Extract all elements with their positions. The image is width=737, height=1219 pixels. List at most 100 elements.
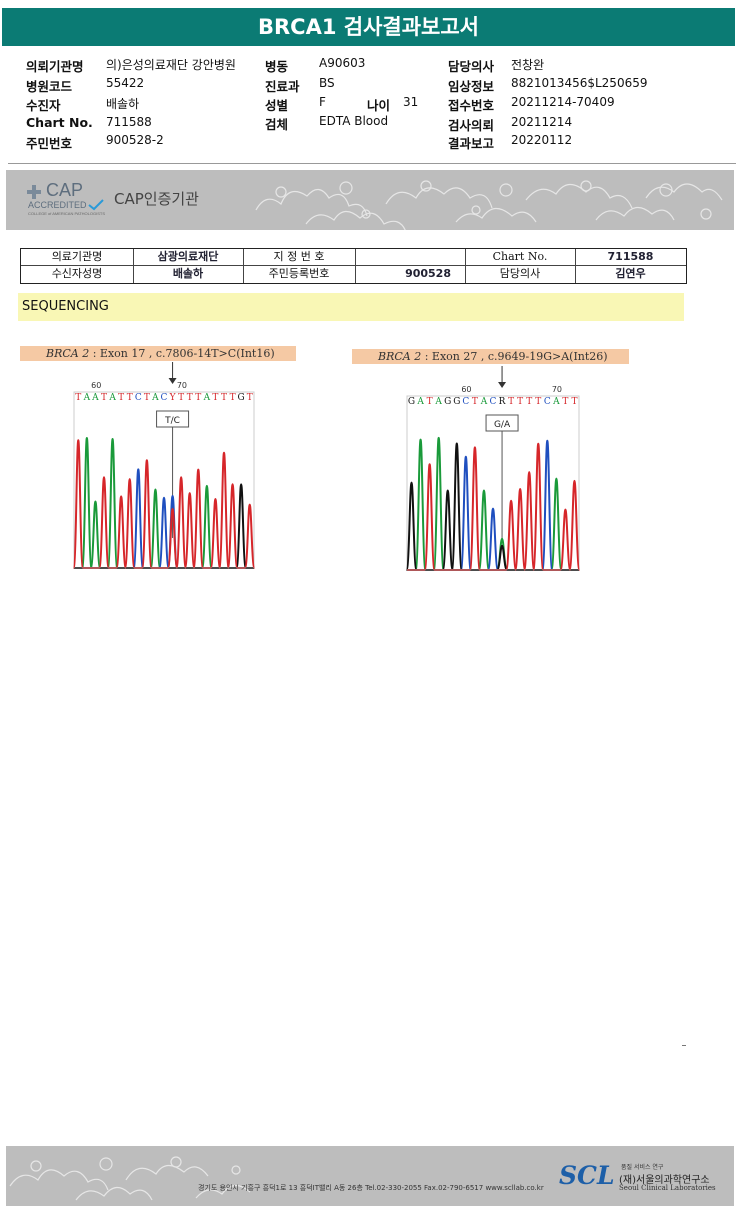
table-divider — [575, 249, 576, 283]
header-label: 결과보고 — [448, 136, 495, 151]
cap-logo-text: CAP — [46, 180, 84, 200]
header-value: 8821013456$L250659 — [511, 76, 648, 90]
header-value: 55422 — [106, 76, 145, 90]
page-mark — [682, 1045, 686, 1046]
header-label: 접수번호 — [448, 98, 495, 113]
header-value: 20220112 — [511, 133, 573, 147]
table-cell: 담당의사 — [499, 267, 541, 280]
table-cell: 주민등록번호 — [268, 267, 330, 280]
base-call: C — [462, 397, 469, 407]
table-divider — [133, 249, 134, 283]
base-call: T — [212, 393, 218, 403]
mutation-label: BRCA 2 : Exon 27 , c.9649-19G>A(Int26) — [352, 349, 629, 364]
base-call: T — [221, 393, 227, 403]
table-cell: 711588 — [607, 250, 654, 263]
header-label: Chart No. — [26, 115, 93, 130]
base-call: T — [472, 397, 478, 407]
check-icon — [88, 199, 104, 211]
base-call: T — [517, 397, 523, 407]
base-call: A — [552, 397, 560, 407]
table-cell: 지 정 번 호 — [273, 250, 325, 263]
base-call: A — [83, 393, 91, 403]
position-label: 70 — [177, 381, 187, 390]
base-call: T — [101, 393, 107, 403]
header-value: 의)은성의료재단 강안병원 — [106, 58, 236, 72]
header-value: 711588 — [106, 115, 152, 129]
scl-logo: SCL — [559, 1161, 615, 1190]
header-label: 병원코드 — [26, 79, 73, 94]
header-label: 의뢰기관명 — [26, 59, 84, 74]
base-call: G — [408, 397, 415, 407]
footer-slogan: 품질 서비스 연구 — [621, 1164, 664, 1171]
base-call: T — [144, 393, 150, 403]
base-call: T — [427, 397, 433, 407]
cap-certified-text: CAP인증기관 — [114, 190, 199, 208]
header-label: 임상정보 — [448, 79, 495, 94]
header-label: 검체 — [265, 117, 289, 132]
base-call: A — [203, 393, 211, 403]
table-cell: 배솔하 — [172, 267, 204, 280]
header-label: 병동 — [265, 59, 289, 74]
trace-A — [74, 436, 254, 569]
position-label: 60 — [461, 385, 471, 394]
header-label: 성별 — [265, 98, 289, 113]
header-value: A90603 — [319, 56, 366, 70]
base-call: T — [178, 393, 184, 403]
variant-call: G/A — [494, 420, 511, 430]
cap-cross-icon — [27, 185, 41, 199]
mutation-label: BRCA 2 : Exon 17 , c.7806-14T>C(Int16) — [20, 346, 296, 361]
patient-header: 의뢰기관명 의)은성의료재단 강안병원 병원코드 55422 수진자 배솔하 C… — [0, 52, 737, 162]
cap-accredited-text: ACCREDITED — [28, 200, 87, 210]
base-call: R — [499, 397, 506, 407]
position-label: 60 — [91, 381, 101, 390]
section-title: SEQUENCING — [18, 293, 684, 321]
table-cell: 김연우 — [615, 267, 646, 280]
trace-C — [74, 468, 254, 569]
variant-call: T/C — [164, 416, 180, 426]
base-call: T — [526, 397, 532, 407]
table-divider — [355, 249, 356, 283]
base-call: C — [161, 393, 168, 403]
base-call: G — [444, 397, 451, 407]
base-call: G — [238, 393, 245, 403]
mutation-detail: : Exon 17 , c.7806-14T>C(Int16) — [89, 347, 275, 360]
base-call: T — [247, 393, 253, 403]
mutation-detail: : Exon 27 , c.9649-19G>A(Int26) — [421, 350, 608, 363]
footer-banner — [6, 1146, 734, 1206]
base-call: G — [453, 397, 460, 407]
base-call: T — [562, 397, 568, 407]
age-value: 31 — [403, 95, 419, 109]
base-call: T — [75, 393, 81, 403]
table-divider — [243, 249, 244, 283]
gene-name: BRCA 2 — [378, 350, 422, 363]
header-value: BS — [319, 76, 335, 90]
base-call: T — [230, 393, 236, 403]
divider — [8, 163, 736, 164]
gene-name: BRCA 2 — [46, 347, 90, 360]
trace-G — [74, 483, 254, 569]
age-label: 나이 — [367, 98, 391, 113]
table-cell: 삼광의료재단 — [157, 250, 219, 263]
header-label: 검사의뢰 — [448, 118, 495, 133]
institution-table: 의료기관명 삼광의료재단 지 정 번 호 Chart No. 711588 수신… — [20, 248, 687, 284]
variant-arrow-head — [498, 382, 507, 388]
header-value: 배솔하 — [106, 97, 140, 111]
cloud-pattern — [9, 1156, 251, 1201]
header-value: 20211214-70409 — [511, 95, 615, 109]
header-value: EDTA Blood — [319, 114, 389, 128]
footer-org-english: Seoul Clinical Laboratories — [619, 1184, 716, 1192]
base-call: C — [490, 397, 497, 407]
base-call: T — [508, 397, 514, 407]
report-title: BRCA1 검사결과보고서 — [2, 8, 735, 46]
table-cell: Chart No. — [492, 250, 548, 263]
table-cell: 의료기관명 — [51, 250, 103, 263]
chromatogram-exon27: 60 70G A T A G G C T A C R T T T T C A T TG/A — [405, 366, 581, 571]
cap-banner — [6, 170, 734, 230]
base-call: A — [108, 393, 116, 403]
trace-C — [407, 439, 579, 571]
cap-college-text: COLLEGE of AMERICAN PATHOLOGISTS — [28, 211, 105, 216]
header-label: 담당의사 — [448, 59, 495, 74]
footer-org-korean: (재)서울의과학연구소 — [619, 1175, 710, 1186]
header-label: 주민번호 — [26, 136, 73, 151]
base-call: A — [91, 393, 99, 403]
